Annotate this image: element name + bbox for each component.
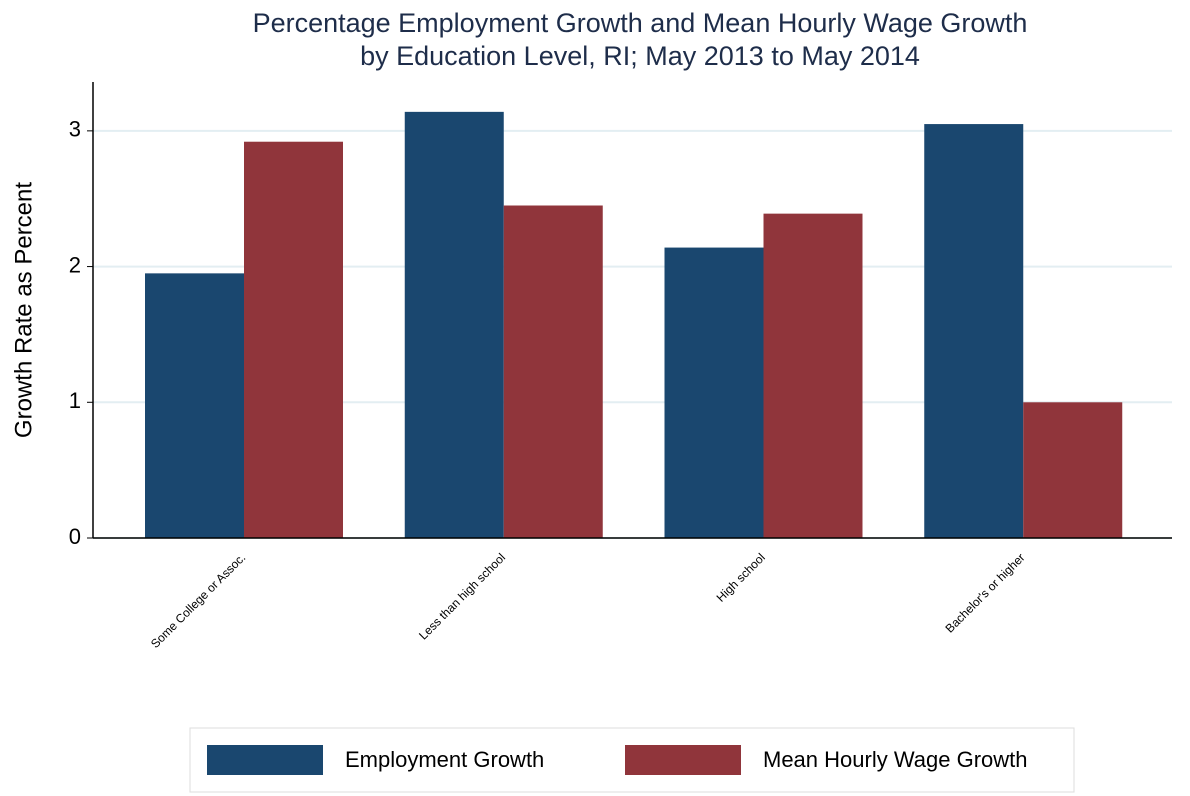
y-axis-label: Growth Rate as Percent (10, 182, 37, 438)
y-tick-label: 2 (69, 252, 81, 277)
bar (244, 141, 343, 538)
chart-title: Percentage Employment Growth and Mean Ho… (253, 8, 1028, 38)
x-tick-label: Less than high school (416, 550, 508, 642)
legend (189, 727, 1075, 793)
x-tick-label: Some College or Assoc. (148, 550, 248, 650)
legend-swatch (207, 745, 323, 775)
x-tick-label: High school (714, 550, 768, 604)
bar (664, 247, 764, 539)
legend-label: Mean Hourly Wage Growth (763, 747, 1028, 772)
x-tick-label: Bachelor's or higher (943, 550, 1028, 635)
bar (404, 111, 504, 538)
legend-swatch (625, 745, 741, 775)
bar (503, 205, 603, 538)
bar (1023, 402, 1123, 538)
bar (763, 213, 863, 538)
y-tick-label: 1 (69, 388, 81, 413)
y-tick-label: 0 (69, 524, 81, 549)
legend-label: Employment Growth (345, 747, 544, 772)
y-tick-label: 3 (69, 117, 81, 142)
chart-title: by Education Level, RI; May 2013 to May … (360, 41, 920, 71)
bar (924, 124, 1024, 539)
bar (145, 273, 244, 538)
